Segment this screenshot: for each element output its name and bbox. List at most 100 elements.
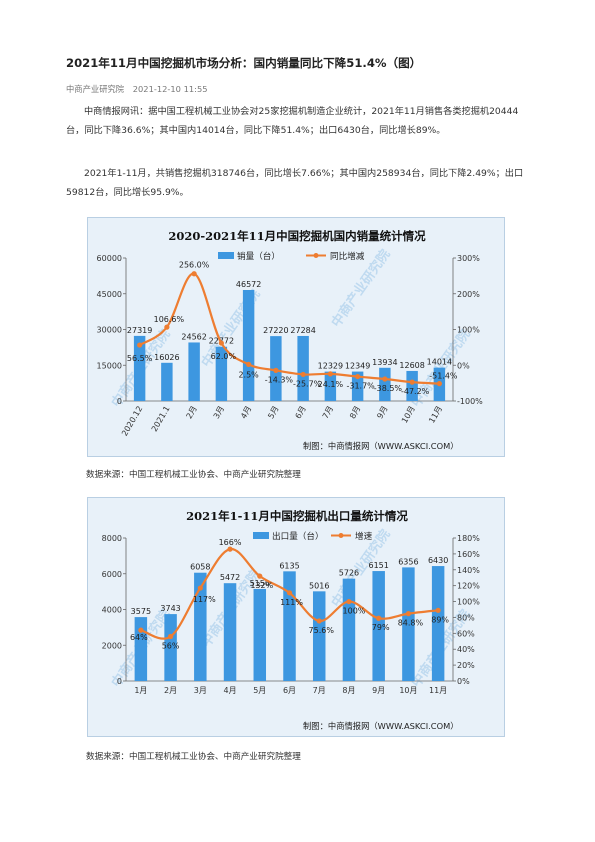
bar-value-label: 5016: [309, 581, 329, 590]
right-axis-tick-label: 120%: [457, 582, 480, 591]
bar-value-label: 13934: [372, 358, 397, 367]
bar: [379, 367, 391, 401]
growth-rate-point: [218, 340, 224, 346]
bar: [406, 370, 418, 401]
growth-rate-point: [191, 271, 197, 277]
legend-bar-label: 出口量（台）: [272, 530, 324, 542]
chart-credit: 制图：中商情报网（WWW.ASKCI.COM）: [303, 721, 459, 731]
growth-rate-label: 24.1%: [318, 380, 344, 389]
right-axis-tick-label: 0%: [457, 361, 470, 370]
x-axis-category-label: 2月: [164, 686, 177, 695]
bar: [342, 578, 356, 681]
legend-line-marker: [338, 533, 344, 538]
bar-value-label: 12329: [318, 362, 343, 371]
bar-value-label: 3575: [131, 607, 151, 616]
x-axis-category-label: 10月: [399, 686, 417, 695]
bar-value-label: 6058: [190, 563, 210, 572]
bar-value-label: 5726: [339, 569, 359, 578]
growth-rate-label: 166%: [219, 538, 242, 547]
article-source[interactable]: 中商产业研究院: [66, 84, 125, 94]
x-axis-category-label: 11月: [427, 405, 444, 425]
bar-value-label: 46572: [236, 280, 261, 289]
bar-value-label: 27220: [263, 326, 288, 335]
growth-rate-label: 64%: [130, 633, 148, 642]
growth-rate-label: 106.6%: [154, 315, 185, 324]
growth-rate-label: 100%: [343, 607, 366, 616]
bar: [223, 583, 237, 681]
bar-value-label: 6135: [279, 561, 299, 570]
bar-value-label: 5150: [250, 579, 270, 588]
x-axis-category-label: 9月: [372, 686, 385, 695]
legend-bar-label: 销量（台）: [237, 250, 280, 262]
growth-rate-label: -38.5%: [374, 384, 403, 393]
left-axis-tick-label: 15000: [97, 361, 122, 370]
growth-rate-label: 256.0%: [179, 261, 210, 270]
growth-rate-point: [376, 615, 382, 621]
x-axis-category-label: 9月: [375, 405, 389, 421]
bar-value-label: 24562: [181, 332, 206, 341]
x-axis-category-label: 3月: [212, 405, 226, 421]
growth-rate-label: 56.5%: [127, 354, 153, 363]
article-meta: 中商产业研究院 2021-12-10 11:55: [66, 83, 214, 95]
right-axis-tick-label: 300%: [457, 254, 480, 263]
growth-rate-point: [300, 371, 306, 378]
left-axis-tick-label: 8000: [102, 534, 122, 543]
bar: [188, 342, 200, 401]
right-axis-tick-label: 60%: [457, 629, 475, 638]
growth-rate-label: 56%: [162, 642, 180, 651]
growth-rate-label: -31.7%: [346, 382, 375, 391]
growth-rate-point: [227, 546, 233, 552]
growth-rate-point: [435, 607, 441, 613]
export-chart-svg: 中商产业研究院中商产业研究院中商产业研究院中商产业研究院2021年1-11月中国…: [102, 509, 481, 731]
legend-bar-swatch: [218, 252, 234, 259]
bar: [133, 335, 146, 401]
growth-rate-point: [246, 361, 252, 367]
bar-value-label: 27284: [290, 326, 315, 335]
growth-rate-point: [382, 376, 388, 382]
bar: [194, 572, 207, 681]
growth-rate-label: 89%: [431, 615, 449, 624]
chart-title: 2020-2021年11月中国挖掘机国内销量统计情况: [168, 229, 426, 243]
growth-rate-label: 84.8%: [398, 619, 424, 628]
x-axis-category-label: 4月: [239, 405, 253, 421]
domestic-sales-chart: 中商产业研究院中商产业研究院中商产业研究院中商产业研究院2020-2021年11…: [87, 217, 505, 457]
x-axis-category-label: 6月: [294, 405, 308, 421]
x-axis-category-label: 6月: [283, 686, 296, 695]
right-axis-tick-label: 20%: [457, 661, 475, 670]
x-axis-category-label: 7月: [321, 405, 335, 421]
growth-rate-label: 79%: [372, 623, 390, 632]
bar: [431, 566, 445, 681]
left-axis-tick-label: 6000: [102, 570, 122, 579]
right-axis-tick-label: 180%: [457, 534, 480, 543]
bar: [312, 591, 326, 681]
right-axis-tick-label: -100%: [457, 397, 483, 406]
bar-value-label: 16026: [154, 353, 179, 362]
source-note-2: 数据来源：中国工程机械工业协会、中商产业研究院整理: [86, 752, 301, 762]
right-axis-tick-label: 160%: [457, 550, 480, 559]
article-date: 2021-12-10 11:55: [132, 84, 208, 94]
x-axis-category-label: 11月: [429, 686, 447, 695]
x-axis-category-label: 5月: [266, 405, 280, 421]
growth-rate-point: [197, 585, 203, 591]
right-axis-tick-label: 40%: [457, 645, 475, 654]
growth-rate-label: 62.0%: [211, 352, 237, 361]
legend-line-label: 同比增减: [330, 250, 365, 262]
legend-bar-swatch: [253, 532, 269, 539]
growth-rate-label: -47.2%: [401, 387, 430, 396]
growth-rate-point: [286, 590, 293, 596]
growth-rate-label: 111%: [280, 598, 303, 607]
bar: [324, 371, 337, 401]
growth-rate-point: [167, 633, 174, 640]
bar: [161, 362, 173, 401]
x-axis-category-label: 7月: [313, 686, 326, 695]
x-axis-category-label: 3月: [194, 686, 207, 695]
growth-rate-label: -14.3%: [265, 375, 294, 384]
legend-line-marker: [313, 253, 319, 258]
left-axis-tick-label: 4000: [102, 606, 122, 615]
left-axis-tick-label: 0: [117, 677, 122, 686]
growth-rate-point: [257, 573, 263, 579]
chart-credit: 制图：中商情报网（WWW.ASKCI.COM）: [303, 441, 459, 451]
growth-rate-label: 117%: [193, 595, 216, 604]
bar: [253, 588, 267, 681]
article-paragraph-2: 2021年1-11月，共销售挖掘机318746台，同比增长7.66%；其中国内2…: [66, 168, 524, 198]
